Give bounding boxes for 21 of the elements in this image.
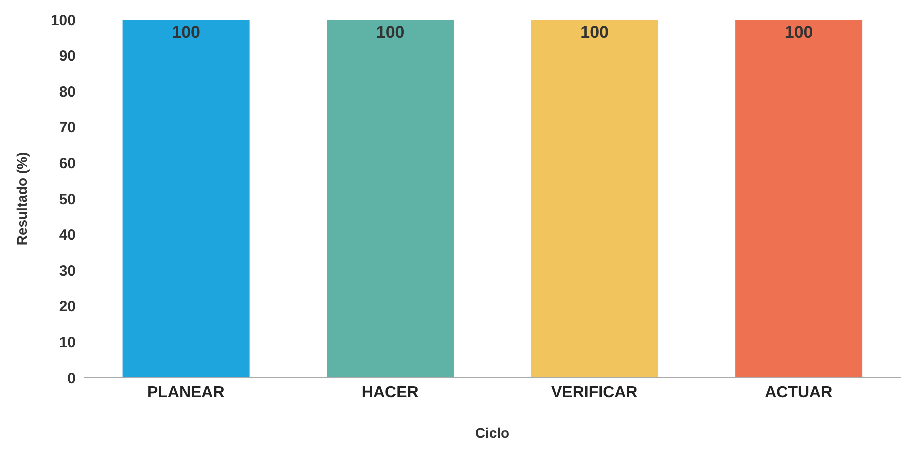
y-tick-label: 70 [59,120,76,137]
y-tick-label: 40 [59,227,76,244]
y-tick-label: 90 [59,48,76,66]
y-tick-label: 0 [68,370,76,388]
y-axis-title: Resultado (%) [14,152,30,246]
y-tick-label: 50 [59,191,76,208]
y-tick-label: 10 [59,334,76,352]
data-label: 100 [784,23,814,42]
x-tick-label: PLANEAR [147,384,226,402]
x-tick-label: HACER [362,384,420,402]
data-label: 100 [376,23,405,42]
x-axis-title: Ciclo [475,425,510,441]
x-tick-label: VERIFICAR [552,384,638,402]
y-tick-label: 20 [59,298,76,316]
y-tick-label: 30 [59,262,76,280]
x-tick-label: ACTUAR [765,384,834,402]
y-tick-label: 100 [50,12,76,30]
y-tick-label: 80 [59,84,76,101]
data-label: 100 [172,23,200,42]
y-tick-label: 60 [59,156,76,173]
data-label: 100 [580,23,609,42]
